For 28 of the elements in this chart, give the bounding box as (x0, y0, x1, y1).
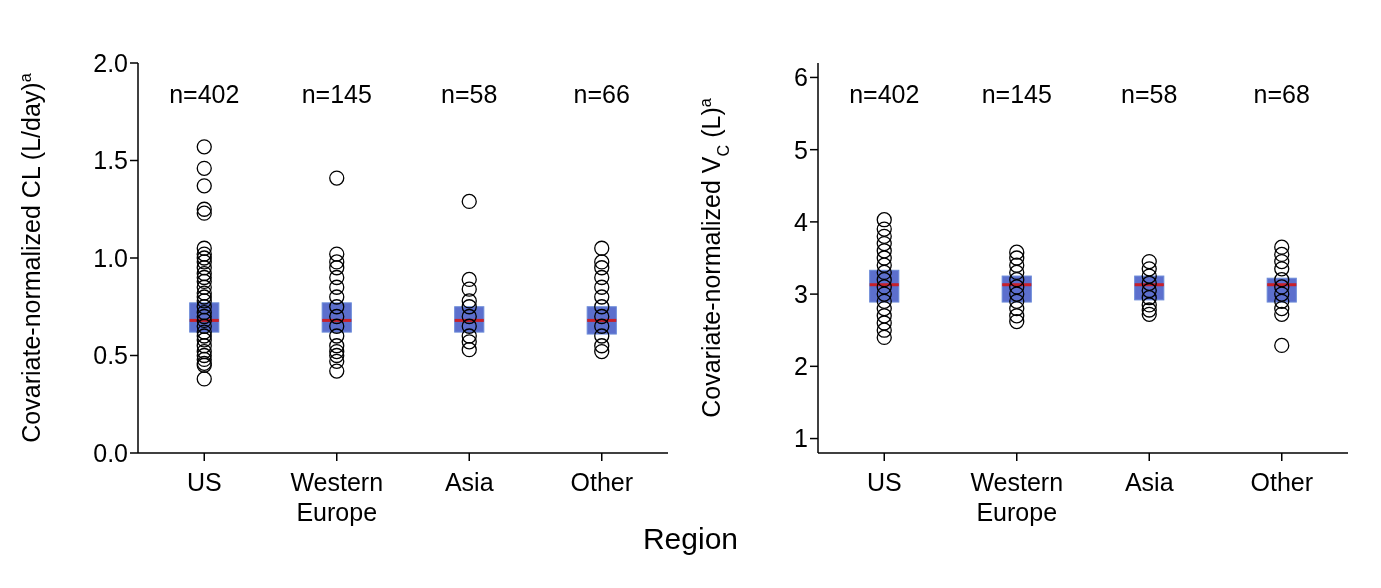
annotation: n=68 (1253, 80, 1310, 108)
annotation: n=402 (169, 80, 240, 108)
y-tick-label: 0.5 (93, 341, 128, 370)
x-tick-label: Western Europe (290, 468, 384, 526)
y-tick-label: 2.0 (93, 48, 128, 77)
x-axis-title: Region (642, 522, 739, 555)
y-tick-label: 1.5 (93, 146, 128, 175)
x-tick-label: US (866, 468, 902, 496)
x-tick-label: US (186, 468, 222, 496)
annotation: n=145 (981, 80, 1052, 108)
x-tick-label: Asia (1124, 468, 1174, 496)
y-tick-label: 4 (794, 207, 809, 236)
annotation: n=66 (573, 80, 630, 108)
y-tick-label: 1.0 (93, 243, 128, 272)
y-tick-label: 5 (794, 135, 808, 164)
y-tick-label: 0.0 (93, 438, 128, 467)
x-tick-label: Asia (444, 468, 494, 496)
y-tick-label: 3 (794, 279, 808, 308)
annotation: n=58 (441, 80, 498, 108)
annotation: n=402 (849, 80, 920, 108)
annotation: n=145 (301, 80, 372, 108)
y-tick-label: 1 (794, 424, 808, 453)
annotation: n=58 (1121, 80, 1178, 108)
y-tick-label: 2 (794, 352, 808, 381)
x-tick-label: Western Europe (970, 468, 1064, 526)
x-tick-label: Other (1250, 468, 1314, 496)
y-tick-label: 6 (794, 63, 808, 92)
x-tick-label: Other (570, 468, 634, 496)
